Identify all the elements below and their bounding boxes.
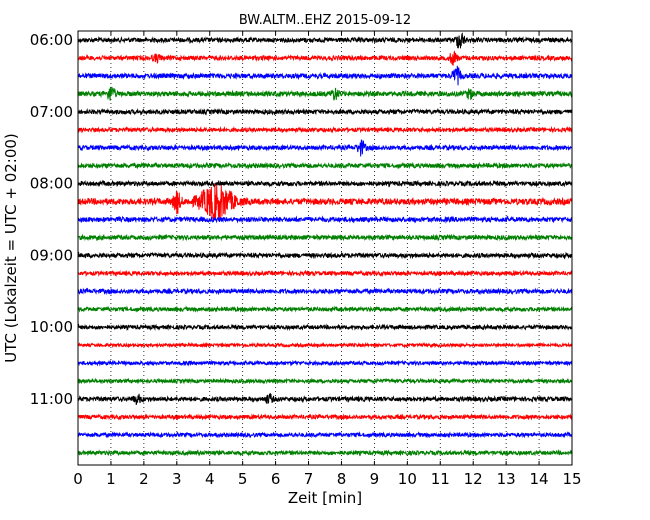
seismic-trace: [77, 323, 573, 332]
y-tick-label: 10:00: [30, 318, 73, 336]
seismic-trace: [77, 413, 573, 421]
seismic-trace: [77, 251, 573, 260]
seismic-trace: [77, 233, 573, 242]
seismic-trace: [77, 449, 573, 457]
trace-group: [77, 32, 573, 457]
y-tick-label: 07:00: [30, 103, 73, 121]
seismic-trace: [77, 161, 573, 170]
vertical-grid: [110, 31, 540, 465]
x-axis-label: Zeit [min]: [288, 489, 362, 507]
seismic-trace: [77, 125, 573, 134]
x-axis: 0 1 2 3 4 5 6 7 8 9 10 11 12 13 14 15: [73, 31, 582, 488]
x-tick-label: 15: [562, 470, 581, 488]
x-tick-label: 10: [398, 470, 417, 488]
seismic-trace: [77, 183, 573, 220]
seismic-trace: [77, 305, 573, 313]
x-tick-label: 12: [464, 470, 483, 488]
seismic-trace: [77, 287, 573, 296]
seismic-trace: [77, 65, 573, 86]
seismic-trace: [77, 50, 573, 66]
seismic-trace: [77, 215, 573, 224]
y-axis-label: UTC (Lokalzeit = UTC + 02:00): [2, 133, 20, 363]
x-tick-label: 11: [431, 470, 450, 488]
seismic-trace: [77, 341, 573, 349]
seismic-trace: [77, 269, 573, 278]
y-axis: 06:00 07:00 08:00 09:00 10:00 11:00: [30, 31, 572, 408]
seismic-trace: [77, 32, 573, 49]
seismic-trace: [77, 359, 573, 367]
x-tick-label: 4: [205, 470, 215, 488]
x-tick-label: 5: [238, 470, 248, 488]
x-tick-label: 0: [73, 470, 83, 488]
plot-frame: [77, 30, 573, 466]
x-tick-label: 2: [139, 470, 149, 488]
x-tick-label: 9: [370, 470, 380, 488]
x-tick-label: 3: [172, 470, 182, 488]
y-tick-label: 06:00: [30, 31, 73, 49]
x-tick-label: 13: [497, 470, 516, 488]
chart-title: BW.ALTM..EHZ 2015-09-12: [239, 13, 411, 28]
x-tick-label: 1: [106, 470, 116, 488]
x-tick-label: 6: [271, 470, 281, 488]
seismic-trace: [77, 86, 573, 101]
seismic-trace: [77, 392, 573, 406]
x-tick-label: 7: [304, 470, 314, 488]
seismic-trace: [77, 139, 573, 157]
y-tick-label: 08:00: [30, 175, 73, 193]
y-tick-label: 11:00: [30, 390, 73, 408]
seismic-trace: [77, 430, 573, 439]
y-tick-label: 09:00: [30, 246, 73, 264]
x-tick-label: 8: [337, 470, 347, 488]
seismic-trace: [77, 107, 573, 116]
seismic-trace: [77, 377, 573, 385]
x-tick-label: 14: [530, 470, 549, 488]
seismic-trace: [77, 179, 573, 188]
